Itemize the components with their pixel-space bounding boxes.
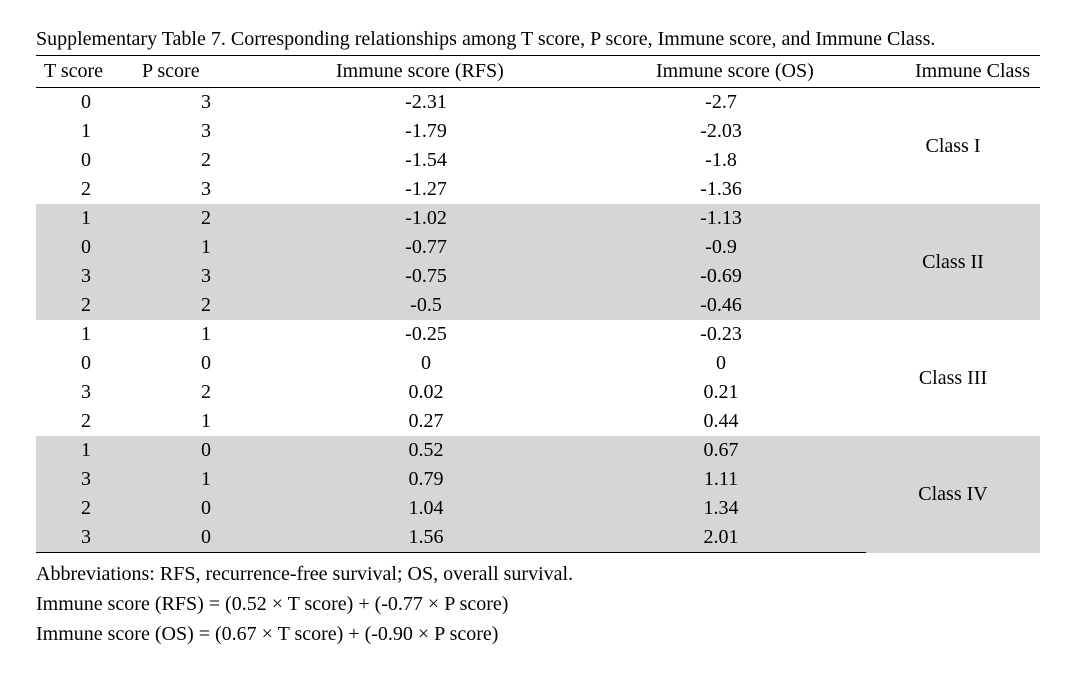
cell-immune-rfs: 0.27 bbox=[276, 407, 576, 436]
cell-immune-rfs: 0.02 bbox=[276, 378, 576, 407]
cell-p-score: 2 bbox=[136, 146, 276, 175]
cell-p-score: 0 bbox=[136, 523, 276, 553]
cell-immune-os: -0.9 bbox=[576, 233, 866, 262]
cell-immune-os: 0 bbox=[576, 349, 866, 378]
cell-t-score: 0 bbox=[36, 88, 136, 118]
cell-p-score: 1 bbox=[136, 407, 276, 436]
cell-t-score: 0 bbox=[36, 233, 136, 262]
cell-p-score: 2 bbox=[136, 204, 276, 233]
cell-p-score: 2 bbox=[136, 291, 276, 320]
cell-immune-os: -0.23 bbox=[576, 320, 866, 349]
cell-t-score: 3 bbox=[36, 262, 136, 291]
cell-immune-os: 1.11 bbox=[576, 465, 866, 494]
note-formula-rfs: Immune score (RFS) = (0.52 × T score) + … bbox=[36, 589, 1044, 619]
cell-p-score: 0 bbox=[136, 349, 276, 378]
cell-immune-class: Class IV bbox=[866, 436, 1040, 553]
cell-t-score: 3 bbox=[36, 523, 136, 553]
cell-t-score: 1 bbox=[36, 204, 136, 233]
cell-immune-rfs: 0 bbox=[276, 349, 576, 378]
cell-immune-os: 0.67 bbox=[576, 436, 866, 465]
cell-t-score: 2 bbox=[36, 494, 136, 523]
cell-t-score: 0 bbox=[36, 146, 136, 175]
cell-immune-os: -2.03 bbox=[576, 117, 866, 146]
cell-immune-class: Class I bbox=[866, 88, 1040, 205]
cell-immune-os: 1.34 bbox=[576, 494, 866, 523]
table-row: 11-0.25-0.23Class III bbox=[36, 320, 1040, 349]
col-header-immune-rfs: Immune score (RFS) bbox=[276, 56, 576, 88]
cell-immune-rfs: 0.52 bbox=[276, 436, 576, 465]
table-notes: Abbreviations: RFS, recurrence-free surv… bbox=[36, 559, 1044, 649]
cell-t-score: 2 bbox=[36, 291, 136, 320]
col-header-p-score: P score bbox=[136, 56, 276, 88]
col-header-immune-os: Immune score (OS) bbox=[576, 56, 866, 88]
cell-t-score: 2 bbox=[36, 175, 136, 204]
table-title: Supplementary Table 7. Corresponding rel… bbox=[36, 28, 1044, 51]
cell-immune-rfs: -1.02 bbox=[276, 204, 576, 233]
cell-t-score: 3 bbox=[36, 465, 136, 494]
cell-immune-class: Class III bbox=[866, 320, 1040, 436]
cell-immune-rfs: -1.54 bbox=[276, 146, 576, 175]
cell-immune-os: 0.21 bbox=[576, 378, 866, 407]
col-header-t-score: T score bbox=[36, 56, 136, 88]
table-body: 03-2.31-2.7Class I13-1.79-2.0302-1.54-1.… bbox=[36, 88, 1040, 553]
cell-immune-os: -0.46 bbox=[576, 291, 866, 320]
table-row: 03-2.31-2.7Class I bbox=[36, 88, 1040, 118]
note-formula-os: Immune score (OS) = (0.67 × T score) + (… bbox=[36, 619, 1044, 649]
cell-p-score: 3 bbox=[136, 117, 276, 146]
cell-p-score: 3 bbox=[136, 88, 276, 118]
cell-immune-os: -1.8 bbox=[576, 146, 866, 175]
note-abbrev: Abbreviations: RFS, recurrence-free surv… bbox=[36, 559, 1044, 589]
cell-p-score: 1 bbox=[136, 465, 276, 494]
cell-immune-rfs: -0.75 bbox=[276, 262, 576, 291]
cell-immune-rfs: 0.79 bbox=[276, 465, 576, 494]
cell-immune-os: 0.44 bbox=[576, 407, 866, 436]
cell-p-score: 3 bbox=[136, 175, 276, 204]
table-row: 100.520.67Class IV bbox=[36, 436, 1040, 465]
supplementary-table-7: T score P score Immune score (RFS) Immun… bbox=[36, 55, 1040, 553]
cell-immune-os: 2.01 bbox=[576, 523, 866, 553]
cell-p-score: 3 bbox=[136, 262, 276, 291]
cell-immune-rfs: -0.77 bbox=[276, 233, 576, 262]
cell-immune-rfs: 1.56 bbox=[276, 523, 576, 553]
cell-t-score: 2 bbox=[36, 407, 136, 436]
cell-p-score: 2 bbox=[136, 378, 276, 407]
cell-immune-os: -2.7 bbox=[576, 88, 866, 118]
cell-immune-class: Class II bbox=[866, 204, 1040, 320]
cell-t-score: 1 bbox=[36, 117, 136, 146]
cell-p-score: 1 bbox=[136, 320, 276, 349]
cell-immune-rfs: -1.27 bbox=[276, 175, 576, 204]
cell-t-score: 1 bbox=[36, 320, 136, 349]
cell-immune-rfs: -2.31 bbox=[276, 88, 576, 118]
cell-p-score: 1 bbox=[136, 233, 276, 262]
cell-immune-os: -1.36 bbox=[576, 175, 866, 204]
cell-immune-rfs: -0.25 bbox=[276, 320, 576, 349]
cell-immune-os: -0.69 bbox=[576, 262, 866, 291]
cell-immune-rfs: -0.5 bbox=[276, 291, 576, 320]
table-header-row: T score P score Immune score (RFS) Immun… bbox=[36, 56, 1040, 88]
cell-p-score: 0 bbox=[136, 494, 276, 523]
cell-immune-rfs: 1.04 bbox=[276, 494, 576, 523]
col-header-immune-class: Immune Class bbox=[866, 56, 1040, 88]
cell-immune-rfs: -1.79 bbox=[276, 117, 576, 146]
cell-immune-os: -1.13 bbox=[576, 204, 866, 233]
cell-t-score: 1 bbox=[36, 436, 136, 465]
cell-t-score: 3 bbox=[36, 378, 136, 407]
cell-p-score: 0 bbox=[136, 436, 276, 465]
table-row: 12-1.02-1.13Class II bbox=[36, 204, 1040, 233]
cell-t-score: 0 bbox=[36, 349, 136, 378]
